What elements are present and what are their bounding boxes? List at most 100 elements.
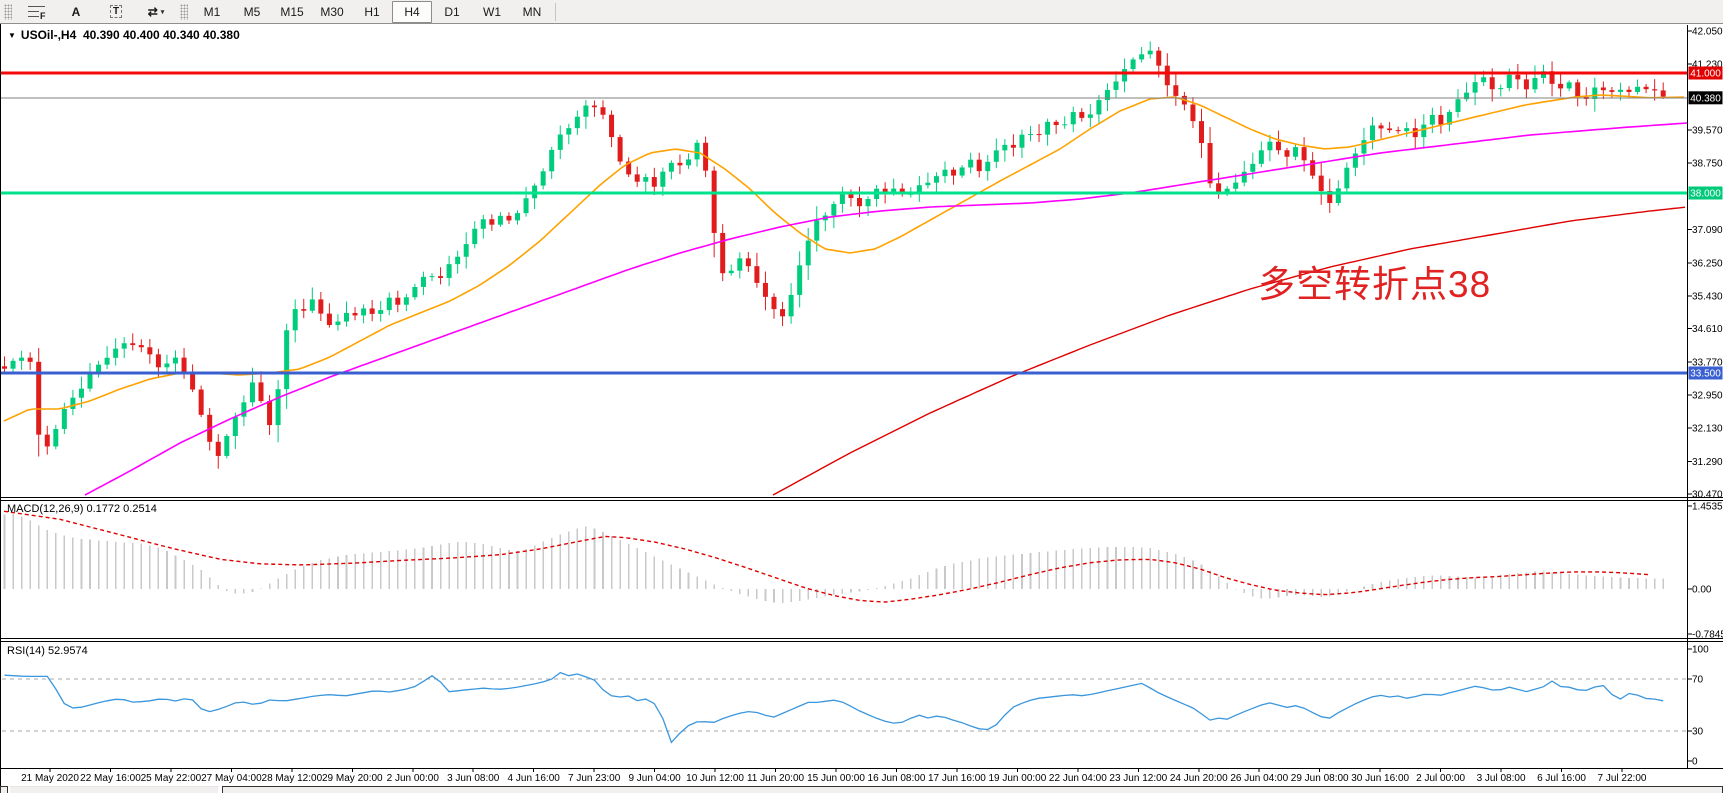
svg-text:19 Jun 00:00: 19 Jun 00:00 — [988, 773, 1046, 784]
candle — [121, 343, 127, 349]
candle — [1378, 125, 1384, 129]
svg-text:35.430: 35.430 — [1692, 291, 1723, 302]
candle — [737, 258, 743, 271]
svg-text:7 Jun 23:00: 7 Jun 23:00 — [568, 773, 621, 784]
candle — [1446, 111, 1452, 125]
timeframe-button-w1[interactable]: W1 — [483, 4, 501, 19]
timeframe-button-m5[interactable]: M5 — [243, 4, 261, 19]
svg-text:3 Jul 08:00: 3 Jul 08:00 — [1477, 773, 1526, 784]
candle — [814, 220, 820, 241]
candle — [1438, 114, 1444, 125]
candle — [865, 199, 871, 207]
candle — [968, 159, 974, 168]
timeframe-button-m30[interactable]: M30 — [320, 4, 344, 19]
candle — [1104, 89, 1110, 101]
arrows-tool-dropdown-button[interactable]: ⇄ ▾ — [136, 1, 176, 23]
candle — [1592, 87, 1598, 99]
candle — [506, 215, 512, 221]
svg-text:70: 70 — [1692, 675, 1704, 686]
candle — [1652, 89, 1658, 91]
candle — [1284, 150, 1290, 157]
svg-text:32.950: 32.950 — [1692, 391, 1723, 402]
svg-text:29 Jun 08:00: 29 Jun 08:00 — [1291, 773, 1349, 784]
svg-text:34.610: 34.610 — [1692, 324, 1723, 335]
timeframe-button-h1[interactable]: H1 — [364, 4, 380, 19]
candle — [1635, 86, 1641, 92]
svg-text:30.470: 30.470 — [1692, 490, 1723, 501]
macd-indicator-label: MACD(12,26,9) 0.1772 0.2514 — [7, 503, 157, 515]
timeframe-button-d1[interactable]: D1 — [444, 4, 460, 19]
candle — [899, 188, 905, 194]
candle — [1241, 171, 1247, 183]
time-axis[interactable]: 21 May 2020 22 May 16:00 25 May 22:00 27 Ma… — [21, 769, 1647, 784]
timeframe-button-mn[interactable]: MN — [522, 4, 542, 19]
candle — [1327, 191, 1333, 204]
candle — [224, 435, 230, 456]
symbol-dropdown-arrow-icon[interactable]: ▼ — [8, 31, 16, 40]
svg-text:3 Jun 08:00: 3 Jun 08:00 — [447, 773, 500, 784]
candle — [1079, 112, 1085, 118]
candle — [1506, 74, 1512, 89]
chart-annotation-text: 多空转折点38 — [1258, 264, 1492, 305]
candle — [1370, 125, 1375, 141]
candle — [361, 308, 367, 316]
candle — [1600, 87, 1606, 91]
bottom-docked-panel-edge — [222, 786, 1723, 793]
svg-text:42.050: 42.050 — [1692, 27, 1723, 38]
candle — [455, 256, 461, 265]
chevron-down-icon: ▾ — [160, 8, 165, 16]
candle — [523, 198, 529, 214]
svg-text:23 Jun 12:00: 23 Jun 12:00 — [1109, 773, 1167, 784]
svg-text:40.380: 40.380 — [1690, 93, 1721, 104]
candle — [925, 182, 931, 186]
candle — [1421, 124, 1427, 138]
price-tag-40.380: 40.380 — [1688, 91, 1723, 105]
fibonacci-icon: F — [27, 5, 46, 21]
candle — [754, 266, 760, 283]
svg-text:-0.7845: -0.7845 — [1692, 629, 1723, 640]
candle — [1216, 183, 1222, 193]
svg-text:6 Jul 16:00: 6 Jul 16:00 — [1537, 773, 1586, 784]
text-label-tool-button[interactable]: A — [56, 1, 96, 23]
candle — [720, 232, 726, 274]
candle — [540, 171, 546, 186]
candle — [1190, 104, 1196, 122]
timeframe-button-h4[interactable]: H4 — [392, 0, 432, 23]
candle — [1130, 59, 1136, 70]
toolbar-grip[interactable] — [4, 3, 12, 20]
candle — [1387, 128, 1393, 131]
candle — [344, 312, 349, 322]
candle — [677, 162, 683, 166]
candle — [1609, 90, 1615, 92]
text-box-tool-button[interactable]: T — [96, 1, 136, 23]
timeframe-button-m1[interactable]: M1 — [203, 4, 221, 19]
candle — [993, 150, 999, 162]
candle — [301, 309, 307, 311]
candle — [1523, 79, 1529, 90]
candle — [1472, 82, 1478, 93]
candle — [1164, 65, 1170, 86]
candle — [104, 357, 110, 365]
candle — [155, 354, 161, 368]
candle — [780, 309, 786, 317]
candle — [113, 348, 119, 358]
toolbar-grip-2[interactable] — [180, 3, 188, 20]
candle — [1293, 147, 1299, 157]
svg-text:100: 100 — [1692, 645, 1709, 656]
candle — [686, 159, 691, 166]
timeframe-button-m15[interactable]: M15 — [280, 4, 304, 19]
candle — [933, 176, 939, 183]
candle — [634, 174, 640, 182]
price-axis[interactable]: 42.050 41.230 39.570 38.750 37.090 36.250 35.4… — [1687, 27, 1723, 768]
candle — [566, 128, 572, 135]
candle — [292, 309, 298, 331]
fibonacci-tool-button[interactable]: F — [16, 1, 56, 23]
svg-text:26 Jun 04:00: 26 Jun 04:00 — [1230, 773, 1288, 784]
svg-text:29 May 20:00: 29 May 20:00 — [322, 773, 383, 784]
candle — [574, 116, 580, 129]
arrows-icon: ⇄ — [147, 4, 158, 19]
candle — [147, 347, 153, 355]
svg-text:36.250: 36.250 — [1692, 259, 1723, 270]
candle — [386, 297, 392, 311]
